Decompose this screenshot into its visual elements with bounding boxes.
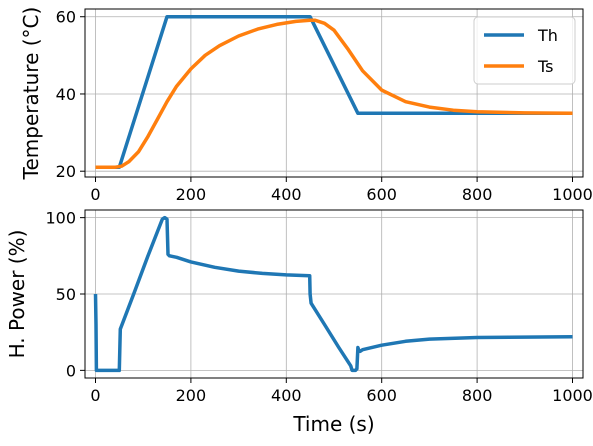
temperature-x-ticks: 0 200 400 600 800 1000 bbox=[90, 177, 593, 204]
legend: Th Ts bbox=[473, 16, 576, 85]
series-line-ts bbox=[95, 18, 573, 170]
x-tick-label: 200 bbox=[176, 386, 207, 405]
x-tick-label: 800 bbox=[462, 386, 493, 405]
y-tick-label: 0 bbox=[66, 361, 76, 380]
power-series bbox=[93, 215, 573, 373]
x-axis-label: Time (s) bbox=[292, 412, 374, 436]
x-tick-label: 400 bbox=[271, 185, 302, 204]
legend-label-ts: Ts bbox=[537, 57, 553, 76]
power-panel: 0 200 400 600 800 1000 0 50 100 H. Power (%) Ti… bbox=[5, 209, 593, 436]
x-tick-label: 1000 bbox=[552, 386, 593, 405]
temperature-panel: 0 200 400 600 800 1000 20 40 60 Temperature (°C… bbox=[19, 7, 593, 204]
temperature-y-ticks: 20 40 60 bbox=[56, 8, 85, 181]
x-tick-label: 600 bbox=[366, 386, 397, 405]
x-tick-label: 800 bbox=[462, 185, 493, 204]
temperature-y-axis-label: Temperature (°C) bbox=[19, 7, 43, 181]
power-x-ticks: 0 200 400 600 800 1000 bbox=[90, 378, 593, 405]
series-line-heater-power bbox=[93, 215, 573, 373]
x-tick-label: 600 bbox=[366, 185, 397, 204]
x-tick-label: 0 bbox=[90, 386, 100, 405]
power-y-axis-label: H. Power (%) bbox=[5, 230, 29, 359]
y-tick-label: 50 bbox=[56, 285, 76, 304]
x-tick-label: 0 bbox=[90, 185, 100, 204]
temperature-plot-frame bbox=[84, 8, 584, 178]
x-tick-label: 1000 bbox=[552, 185, 593, 204]
y-tick-label: 40 bbox=[56, 85, 76, 104]
y-tick-label: 60 bbox=[56, 8, 76, 27]
y-tick-label: 20 bbox=[56, 162, 76, 181]
x-tick-label: 400 bbox=[271, 386, 302, 405]
legend-box bbox=[473, 16, 576, 85]
temperature-series bbox=[95, 14, 573, 170]
x-tick-label: 200 bbox=[176, 185, 207, 204]
y-tick-label: 100 bbox=[45, 209, 76, 228]
legend-label-th: Th bbox=[537, 26, 558, 45]
power-y-ticks: 0 50 100 bbox=[45, 209, 85, 380]
